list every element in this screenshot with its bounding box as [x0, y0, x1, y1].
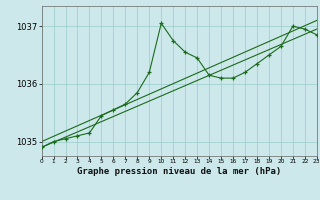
X-axis label: Graphe pression niveau de la mer (hPa): Graphe pression niveau de la mer (hPa) — [77, 167, 281, 176]
